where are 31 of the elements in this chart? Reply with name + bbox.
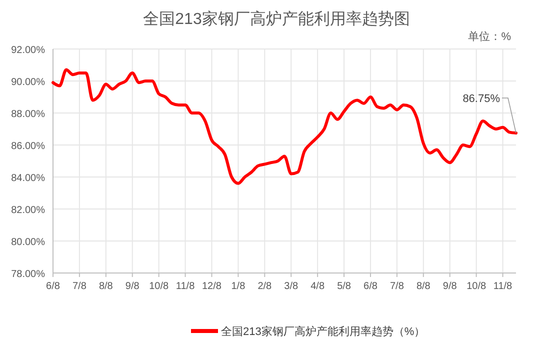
x-tick-label: 9/8 — [125, 281, 140, 292]
x-tick-label: 8/8 — [98, 281, 114, 292]
y-tick-label: 90.00% — [11, 77, 46, 88]
legend-label: 全国213家钢厂高炉产能利用率趋势（%） — [221, 325, 426, 338]
y-tick-label: 82.00% — [11, 205, 46, 216]
x-tick-label: 1/8 — [231, 281, 246, 292]
x-tick-label: 2/8 — [258, 281, 272, 292]
line-series — [52, 68, 518, 185]
annotation: 86.75% — [462, 93, 500, 105]
x-tick-label: 6/8 — [46, 281, 60, 292]
x-tick-label: 8/8 — [416, 281, 431, 292]
x-tick-label: 6/8 — [364, 281, 378, 292]
x-tick-label: 7/8 — [390, 281, 404, 292]
y-tick-label: 92.00% — [11, 45, 46, 56]
y-tick-label: 78.00% — [11, 269, 46, 280]
x-tick-label: 11/8 — [493, 281, 513, 292]
text: 单位：% — [468, 30, 512, 43]
x-tick-label: 7/8 — [72, 281, 87, 292]
y-tick-label: 80.00% — [11, 237, 46, 248]
y-tick-label: 84.00% — [11, 173, 46, 184]
x-tick-label: 10/8 — [466, 281, 486, 292]
x-tick-label: 10/8 — [149, 281, 169, 292]
y-tick-label: 86.00% — [11, 141, 46, 152]
x-tick-label: 9/8 — [442, 281, 458, 292]
chart-title: 全国213家钢厂高炉产能利用率趋势图 — [143, 10, 410, 28]
x-tick-label: 12/8 — [202, 281, 222, 292]
x-tick-label: 4/8 — [310, 281, 325, 292]
x-tick-label: 3/8 — [284, 281, 298, 292]
y-tick-label: 88.00% — [11, 109, 46, 120]
x-tick-label: 5/8 — [337, 281, 352, 292]
x-tick-label: 11/8 — [176, 281, 196, 292]
